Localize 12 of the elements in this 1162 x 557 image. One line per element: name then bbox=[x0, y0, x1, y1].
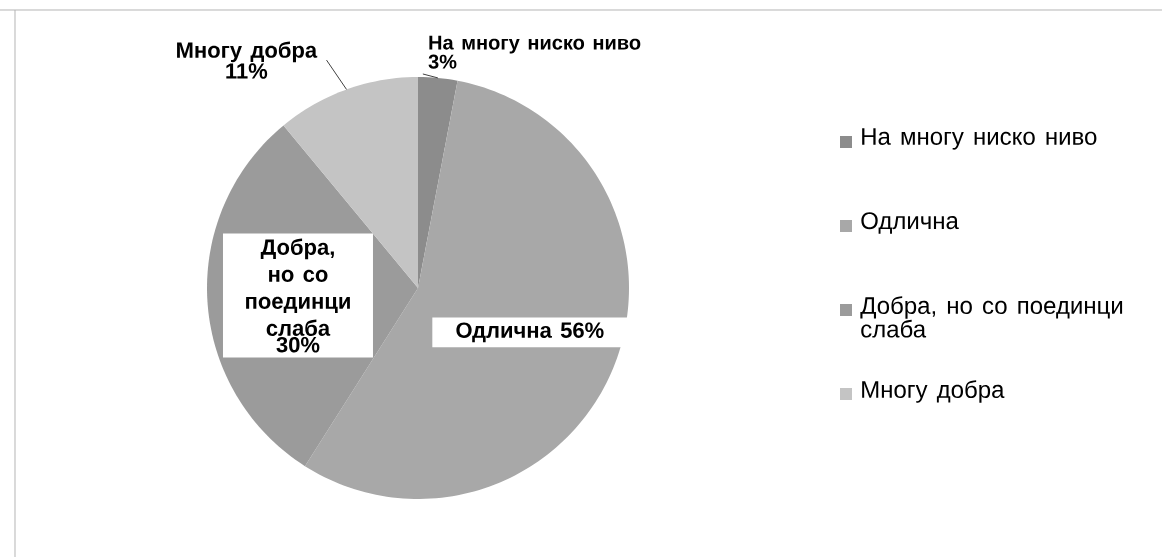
slice-label: Многу добра bbox=[177, 41, 318, 63]
data-label: 30% bbox=[276, 336, 320, 353]
slice-label: На многу ниско ниво bbox=[429, 35, 641, 54]
legend-label: Одлична bbox=[861, 212, 959, 234]
data-label: 11% bbox=[226, 63, 268, 79]
data-label: 56% bbox=[560, 322, 604, 338]
legend-label: Добра, но со поединци слаба bbox=[860, 296, 1123, 338]
legend-label: На многу ниско ниво bbox=[862, 128, 1097, 150]
slice-label: Добра, но со поединци слаба bbox=[246, 238, 350, 336]
legend-label: Многу добра bbox=[862, 380, 1005, 403]
data-label: 3% bbox=[428, 54, 457, 69]
slice-label: Одлична bbox=[456, 322, 552, 343]
